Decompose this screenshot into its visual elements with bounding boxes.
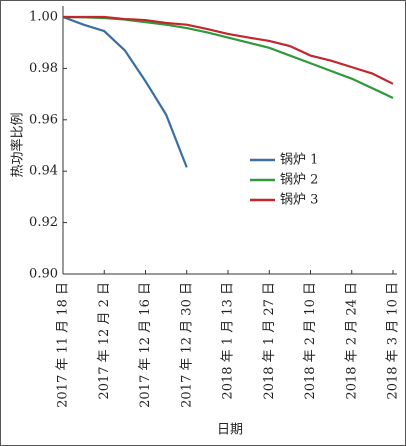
x-tick-label: 2017 年 12 月 2 日 <box>97 282 112 400</box>
legend-label: 锅炉 1 <box>280 152 318 168</box>
y-axis-label: 热功率比例 <box>10 112 26 177</box>
y-tick-label: 1.00 <box>29 10 58 25</box>
series-line <box>63 15 394 85</box>
legend-label: 锅炉 2 <box>280 172 318 188</box>
x-tick-label: 2017 年 12 月 30 日 <box>179 282 194 408</box>
x-axis-label: 日期 <box>217 423 243 438</box>
x-tick-label: 2018 年 2 月 10 日 <box>303 282 318 400</box>
y-tick-label: 0.92 <box>29 215 58 230</box>
x-tick-label: 2018 年 2 月 24 日 <box>344 282 359 400</box>
y-tick-label: 0.94 <box>29 164 58 179</box>
x-tick-label: 2017 年 12 月 16 日 <box>138 282 153 408</box>
x-tick-label: 2018 年 1 月 27 日 <box>262 282 277 400</box>
y-tick-label: 0.96 <box>29 112 58 127</box>
y-tick-label: 0.90 <box>29 267 58 282</box>
x-tick-label: 2018 年 1 月 13 日 <box>221 282 236 400</box>
legend-label: 锅炉 3 <box>280 192 318 208</box>
y-tick-label: 0.98 <box>29 61 58 76</box>
x-tick-label: 2017 年 11 月 18 日 <box>56 282 71 408</box>
series-line <box>62 15 188 168</box>
x-tick-label: 2018 年 3 月 10 日 <box>386 282 401 400</box>
